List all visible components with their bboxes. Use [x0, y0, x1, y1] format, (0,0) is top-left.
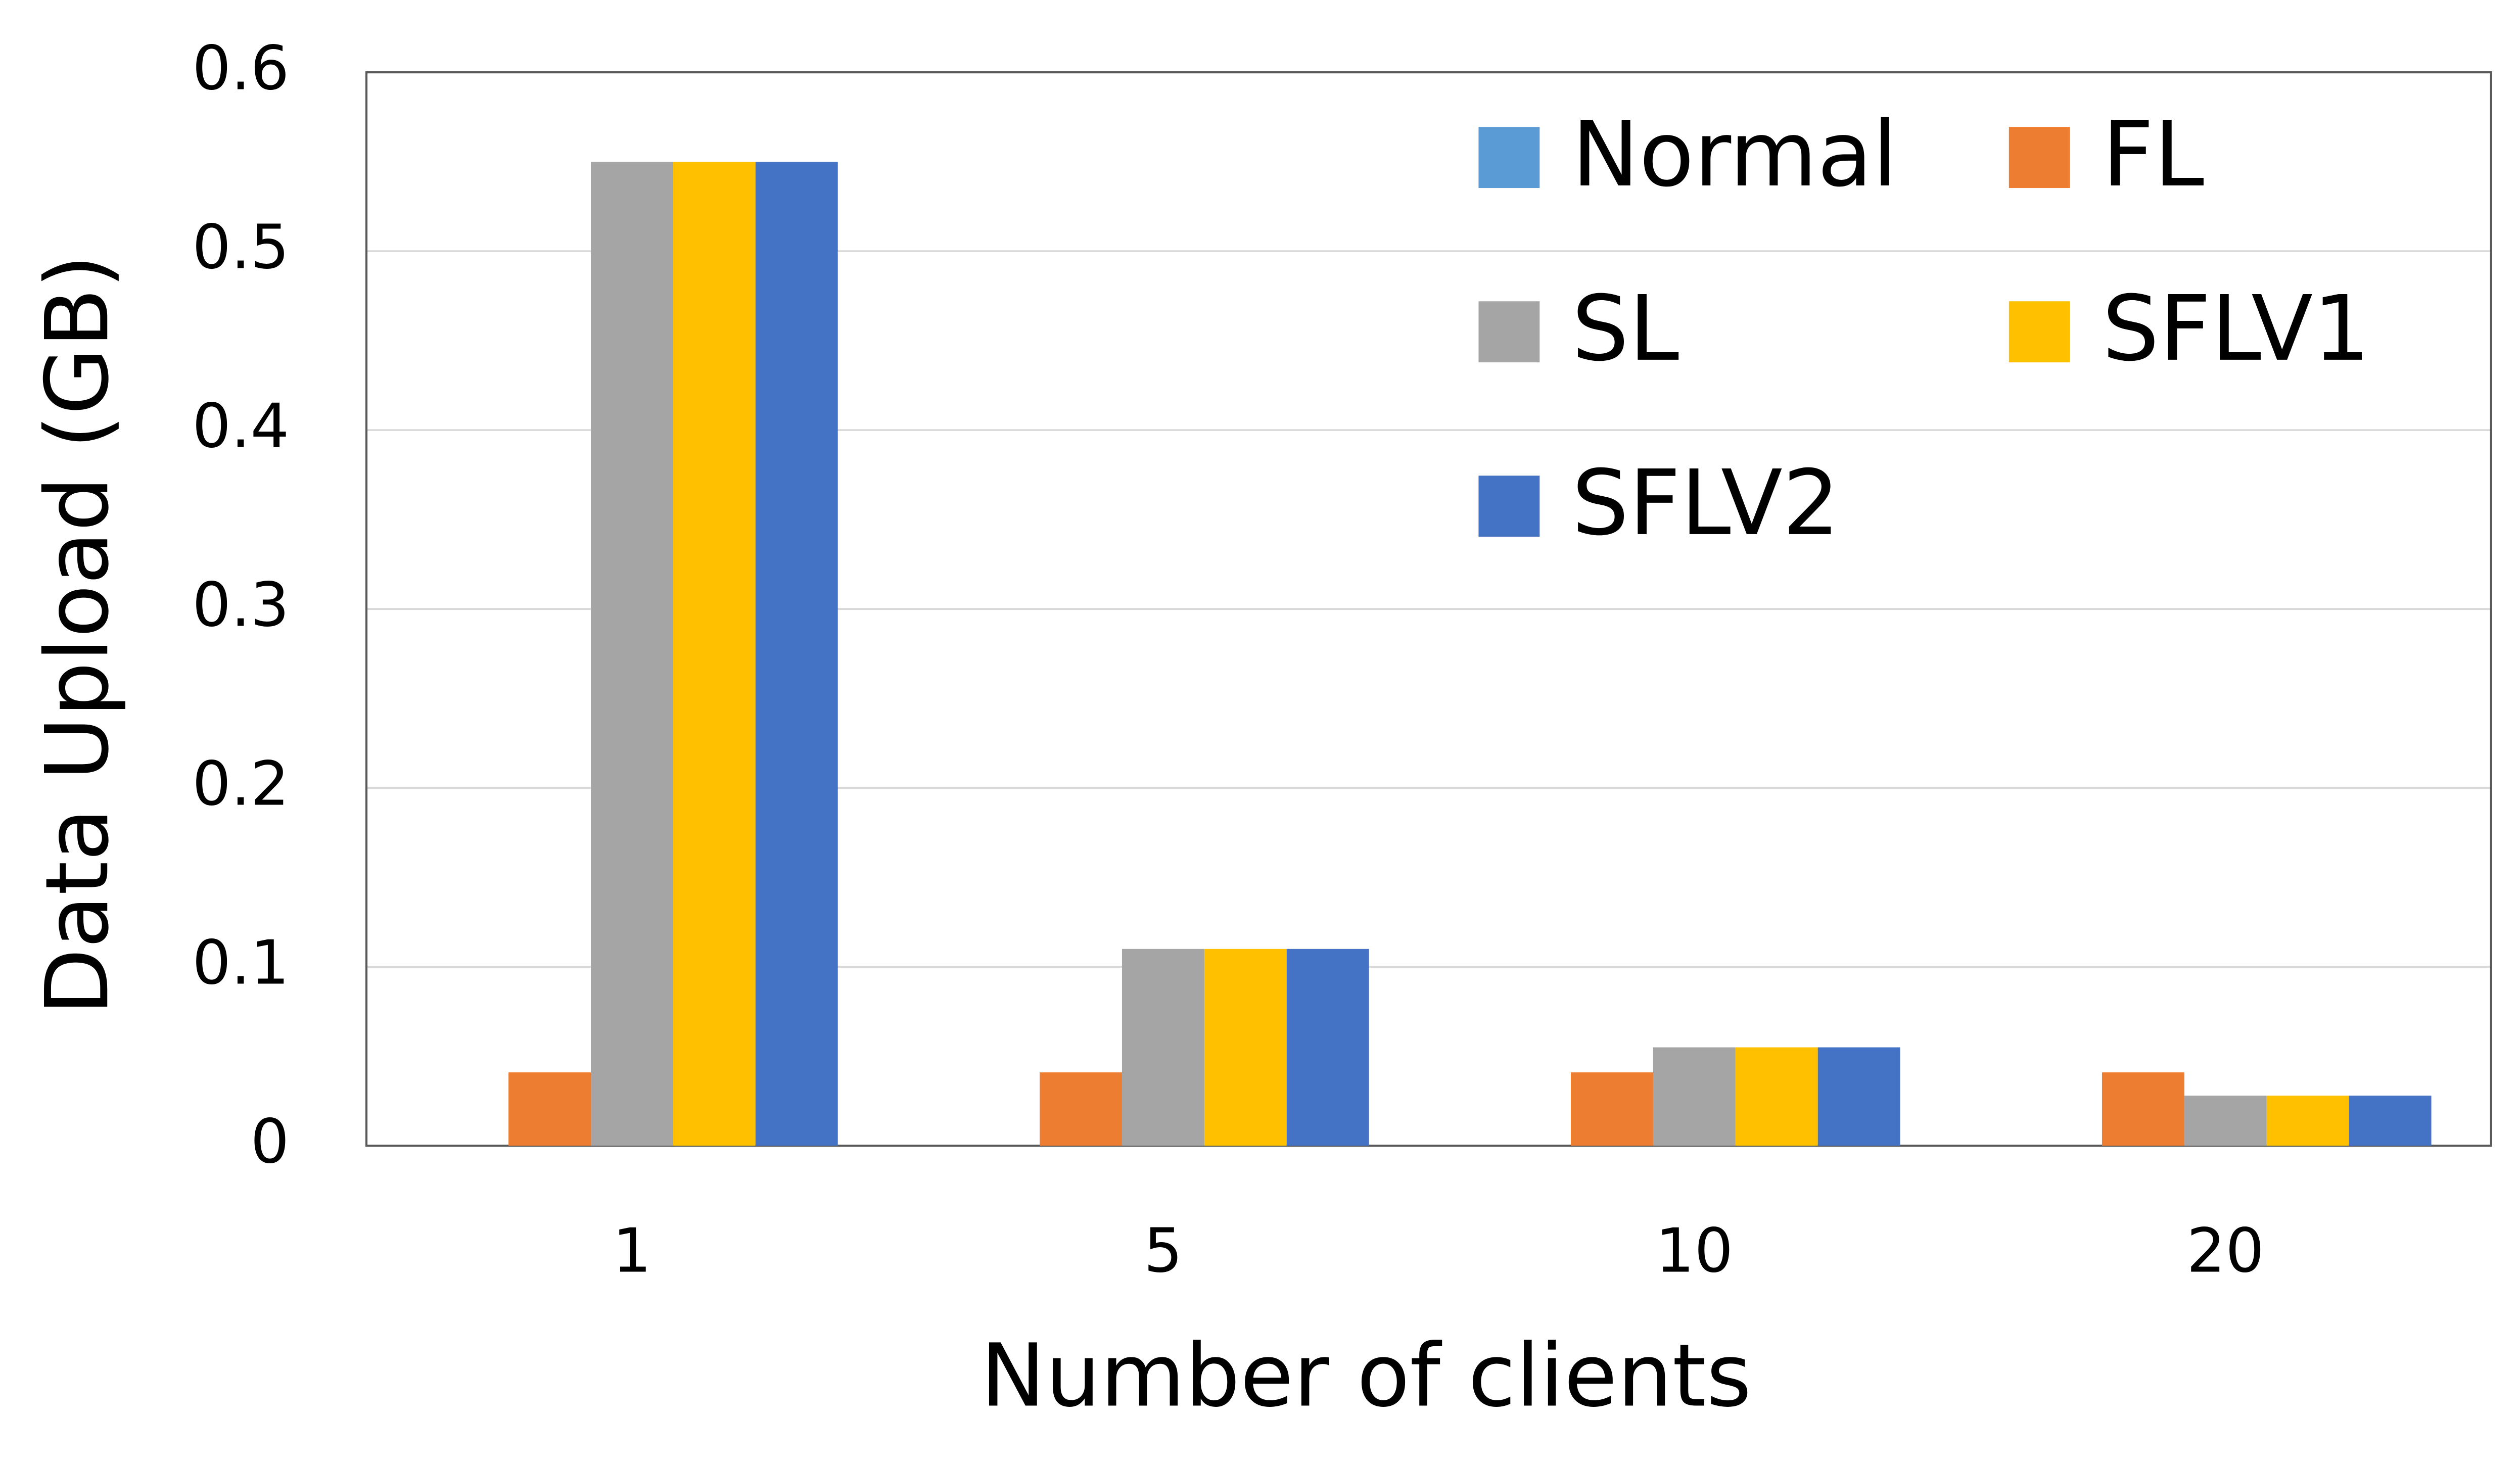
- legend-swatch: [1478, 127, 1540, 188]
- x-tick-label: 1: [613, 1216, 651, 1287]
- legend-swatch: [2009, 301, 2070, 363]
- legend-label: Normal: [1572, 102, 1897, 207]
- bar: [508, 1072, 591, 1146]
- y-tick-label: 0.6: [192, 33, 289, 104]
- legend-swatch: [1478, 301, 1540, 363]
- legend-label: FL: [2102, 102, 2204, 207]
- bar: [755, 162, 838, 1146]
- plot-frame: [365, 71, 2492, 1147]
- x-tick-label: 5: [1144, 1216, 1183, 1287]
- bar: [1817, 1047, 1900, 1146]
- legend-swatch: [1478, 476, 1540, 537]
- y-tick-label: 0.4: [192, 391, 289, 461]
- bar: [2184, 1096, 2267, 1146]
- y-tick-label: 0: [250, 1106, 289, 1177]
- bar: [2266, 1096, 2349, 1146]
- legend-label: SFLV2: [1572, 451, 1840, 555]
- bar: [2102, 1072, 2184, 1146]
- bar: [1735, 1047, 1818, 1146]
- bar: [1204, 949, 1287, 1146]
- bar: [1122, 949, 1204, 1146]
- x-tick-label: 20: [2186, 1216, 2264, 1287]
- bar: [2349, 1096, 2432, 1146]
- y-tick-label: 0.2: [192, 748, 289, 819]
- y-tick-label: 0.1: [192, 927, 289, 998]
- bar: [1571, 1072, 1653, 1146]
- legend-label: SFLV1: [2102, 276, 2370, 381]
- y-axis-title: Data Upload (GB): [27, 254, 128, 1015]
- x-axis-title: Number of clients: [981, 1326, 1751, 1427]
- bar: [673, 162, 756, 1146]
- y-tick-label: 0.5: [192, 212, 289, 282]
- legend-label: SL: [1572, 276, 1679, 381]
- bar: [1653, 1047, 1736, 1146]
- y-tick-label: 0.3: [192, 570, 289, 640]
- x-tick-label: 10: [1655, 1216, 1733, 1287]
- legend-swatch: [2009, 127, 2070, 188]
- bar: [1286, 949, 1369, 1146]
- bar: [1040, 1072, 1122, 1146]
- bar: [591, 162, 673, 1146]
